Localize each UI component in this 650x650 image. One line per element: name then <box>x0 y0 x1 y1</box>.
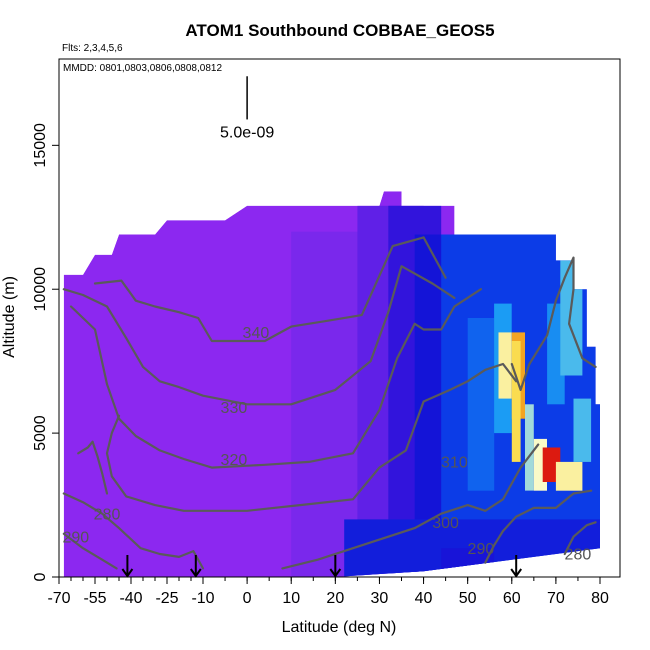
contour-label-1: 330 <box>221 400 248 417</box>
contour-line-1 <box>62 265 456 406</box>
heatmap-cell-14 <box>525 404 534 491</box>
contour-label-4: 300 <box>432 515 459 532</box>
contour-label-2: 320 <box>221 452 248 469</box>
heatmap-cell-13 <box>511 341 521 462</box>
x-tick-label-5: 0 <box>243 590 252 607</box>
contour-line-0 <box>93 236 447 343</box>
heatmap-cell-7 <box>467 318 495 491</box>
x-axis: -70 -55 -40 -25 -10 0 10 20 30 40 50 60 70 80 <box>47 577 609 607</box>
contour-line-2 <box>69 288 482 469</box>
flight-arrows <box>121 555 523 578</box>
x-tick-label-1: -55 <box>83 590 106 607</box>
contour-line-4 <box>62 492 205 570</box>
contour-line-10 <box>563 521 597 556</box>
plot-frame <box>58 58 621 578</box>
contour-line-3 <box>105 362 518 512</box>
heatmap-cell-17 <box>555 461 583 491</box>
x-tick-label-6: 10 <box>282 590 300 607</box>
x-tick-label-13: 80 <box>591 590 609 607</box>
x-axis-label: Latitude (deg N) <box>282 619 397 636</box>
contour-lines <box>62 236 597 570</box>
heatmap-field <box>63 191 601 577</box>
dates-label: MMDD: 0801,0803,0806,0808,0812 <box>63 63 222 74</box>
x-tick-label-3: -25 <box>155 590 178 607</box>
x-tick-label-4: -10 <box>191 590 214 607</box>
chart-title: ATOM1 Southbound COBBAE_GEOS5 <box>185 21 494 40</box>
heatmap-cell-18 <box>573 398 592 462</box>
flight-arrow-head-0 <box>121 568 134 578</box>
contour-line-5 <box>281 443 540 570</box>
flights-label: Flts: 2,3,4,5,6 <box>62 43 123 54</box>
flight-arrow-head-2 <box>329 568 342 578</box>
contour-label-10: 280 <box>565 547 592 564</box>
y-tick-label-2: 10000 <box>32 267 49 312</box>
flight-arrow-head-3 <box>510 568 523 578</box>
contour-label-9: 280 <box>94 506 121 523</box>
y-axis: 0 5000 10000 15000 <box>32 123 59 581</box>
x-tick-label-12: 70 <box>547 590 565 607</box>
flight-arrow-head-1 <box>189 568 202 578</box>
y-tick-label-0: 0 <box>32 572 49 581</box>
contour-line-6 <box>510 256 597 391</box>
x-tick-label-11: 60 <box>503 590 521 607</box>
heatmap-cell-9 <box>547 303 565 405</box>
contour-label-0: 340 <box>243 325 270 342</box>
x-tick-label-10: 50 <box>459 590 477 607</box>
x-tick-label-7: 20 <box>326 590 344 607</box>
contour-label-7: 290 <box>62 530 89 547</box>
contour-label-8: 290 <box>468 541 495 558</box>
x-tick-label-9: 40 <box>415 590 433 607</box>
x-tick-label-0: -70 <box>47 590 70 607</box>
contour-label-3: 310 <box>441 455 468 472</box>
x-tick-label-8: 30 <box>371 590 389 607</box>
scale-bar: 5.0e-09 <box>220 76 274 141</box>
y-axis-label: Altitude (m) <box>1 276 18 358</box>
contour-labels: 340 330 320 310 300 290 290 280 280 <box>62 325 591 564</box>
contour-line-7 <box>62 532 118 570</box>
contour-line-9 <box>77 440 109 495</box>
scale-bar-label: 5.0e-09 <box>220 124 274 141</box>
y-tick-label-1: 5000 <box>32 415 49 451</box>
contour-line-8 <box>484 489 593 564</box>
x-tick-label-2: -40 <box>119 590 142 607</box>
y-tick-label-3: 15000 <box>32 123 49 168</box>
